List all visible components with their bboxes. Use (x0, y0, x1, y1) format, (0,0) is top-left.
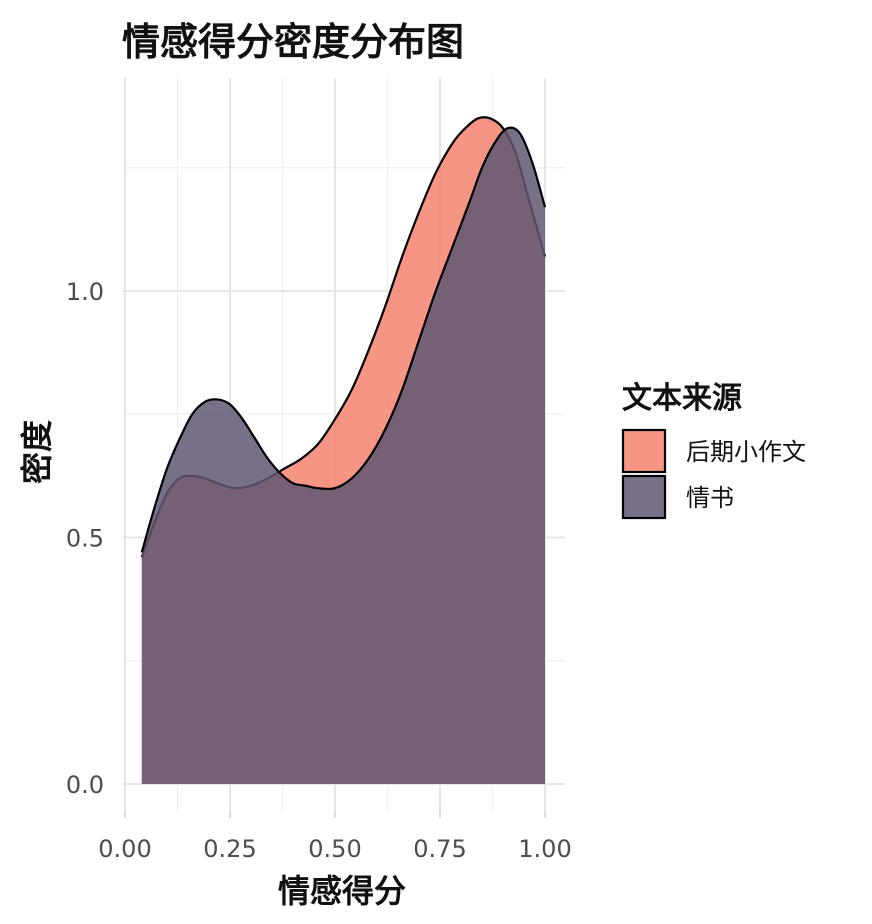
x-axis-ticks: 0.00 0.25 0.50 0.75 1.00 (98, 812, 572, 863)
x-tick-label: 0.50 (308, 835, 361, 863)
y-tick-label: 1.0 (66, 278, 104, 306)
x-axis-title: 情感得分 (278, 872, 406, 910)
legend-key-2 (621, 474, 667, 520)
y-tick-label: 0.5 (66, 525, 104, 553)
density-area-2 (141, 127, 546, 785)
density-areas (140, 116, 547, 785)
chart-title: 情感得分密度分布图 (122, 20, 464, 64)
y-axis-ticks: 0.0 0.5 1.0 (66, 278, 104, 799)
x-tick-label: 0.00 (98, 835, 151, 863)
legend-label-1: 后期小作文 (686, 438, 806, 466)
legend-key-1 (621, 428, 667, 474)
legend-title: 文本来源 (622, 381, 742, 416)
legend-label-2: 情书 (686, 484, 734, 512)
x-tick-label: 0.75 (413, 835, 466, 863)
x-tick-label: 0.25 (203, 835, 256, 863)
y-tick-label: 0.0 (66, 771, 104, 799)
x-tick-label: 1.00 (518, 835, 571, 863)
y-axis-title: 密度 (18, 420, 56, 484)
density-line-2 (140, 126, 547, 553)
